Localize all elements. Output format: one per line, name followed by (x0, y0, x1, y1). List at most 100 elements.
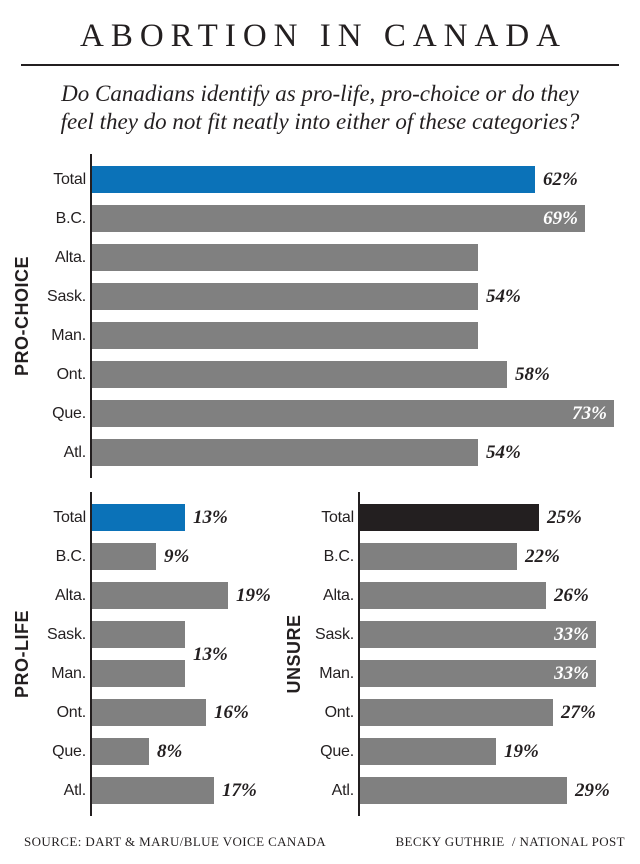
bar-zone (90, 244, 640, 272)
value-label: 19% (236, 585, 271, 607)
bar (92, 504, 185, 532)
category-label: Atl. (63, 781, 87, 799)
chart-row: Total 62% (0, 160, 640, 199)
bar-zone: 17% (90, 777, 310, 805)
value-label: 54% (486, 442, 521, 464)
chart-row: Atl. 54% (0, 433, 640, 472)
category-label: Que. (320, 742, 354, 760)
bar-zone: 13% (90, 504, 310, 532)
value-label: 73% (572, 403, 607, 425)
bar (92, 166, 535, 194)
chart-row: Atl. 17% (0, 771, 310, 810)
category-label: Ont. (324, 703, 355, 721)
category-label: Que. (52, 404, 86, 422)
bar (92, 660, 185, 688)
bar-zone: 62% (90, 166, 640, 194)
chart-row: Ont. 58% (0, 355, 640, 394)
value-label: 33% (554, 624, 589, 646)
chart-unsure: UNSURE Total 25% B.C. 22% Alta. 26% Sask. 33% Ma… (284, 492, 640, 817)
bar: 73% (92, 400, 614, 428)
category-label: Sask. (314, 625, 354, 643)
bar-zone: 58% (90, 361, 640, 389)
bar-zone: 9% (90, 543, 310, 571)
value-label: 19% (504, 741, 539, 763)
chart-row: B.C. 69% (0, 199, 640, 238)
bar (360, 699, 553, 727)
value-label: 27% (561, 702, 596, 724)
category-label: B.C. (55, 547, 87, 565)
bar (92, 699, 206, 727)
bar: 33% (360, 660, 596, 688)
chart-row: Alta. 26% (310, 576, 640, 615)
chart-row: Sask. 33% (310, 615, 640, 654)
category-label: Total (53, 170, 86, 188)
bar (92, 777, 214, 805)
bar-zone: 54% (90, 283, 640, 311)
chart-row: Ont. 16% (0, 693, 310, 732)
value-label: 69% (543, 208, 578, 230)
chart-row: Atl. 29% (310, 771, 640, 810)
chart-row: Ont. 27% (310, 693, 640, 732)
value-label: 25% (547, 507, 582, 529)
category-label: Man. (51, 664, 86, 682)
bar (92, 738, 149, 766)
value-label: 16% (214, 702, 249, 724)
category-label: Total (321, 508, 354, 526)
author-credit: BECKY GUTHRIE / NATIONAL POST (395, 834, 625, 850)
bar-zone: 22% (358, 543, 640, 571)
bar-zone: 8% (90, 738, 310, 766)
bar (92, 361, 507, 389)
bar (92, 283, 478, 311)
chart-row: Man. (0, 316, 640, 355)
bar (360, 738, 496, 766)
category-label: Alta. (54, 248, 86, 266)
bar-zone: 29% (358, 777, 640, 805)
group-label-unsure: UNSURE (284, 614, 304, 694)
y-axis-line (358, 492, 360, 817)
bar-zone: 13% (90, 621, 310, 664)
chart-row: Que. 19% (310, 732, 640, 771)
value-label: 13% (193, 644, 228, 666)
bar (92, 582, 228, 610)
bar (92, 439, 478, 467)
bar-zone: 54% (90, 439, 640, 467)
chart-pro-choice: PRO-CHOICE Total 62% B.C. 69% Alta. Sask. 54% M… (0, 154, 640, 479)
bar (92, 543, 156, 571)
bar-zone (90, 322, 640, 350)
chart-row: Man. (0, 654, 310, 693)
bar-zone: 69% (90, 205, 640, 233)
category-label: Ont. (56, 365, 87, 383)
bar (92, 244, 478, 272)
y-axis-line (90, 492, 92, 817)
category-label: Man. (51, 326, 86, 344)
subtitle-line-2: feel they do not fit neatly into either … (60, 109, 580, 135)
category-label: Que. (52, 742, 86, 760)
category-label: Total (53, 508, 86, 526)
chart-row: Total 13% (0, 498, 310, 537)
title-divider (21, 64, 619, 67)
category-label: Atl. (63, 443, 87, 461)
bar-zone: 26% (358, 582, 640, 610)
chart-row: Sask. 13% (0, 615, 310, 664)
bar-zone: 33% (358, 660, 640, 688)
category-label: Alta. (54, 586, 86, 604)
category-label: Ont. (56, 703, 87, 721)
category-label: B.C. (323, 547, 355, 565)
chart-rows: Total 62% B.C. 69% Alta. Sask. 54% Man. Ont. 58% Q… (0, 154, 640, 479)
chart-row: Que. 73% (0, 394, 640, 433)
chart-row: B.C. 9% (0, 537, 310, 576)
value-label: 33% (554, 663, 589, 685)
footer: SOURCE: DART & MARU/BLUE VOICE CANADA BE… (24, 834, 625, 850)
category-label: Alta. (322, 586, 354, 604)
subtitle: Do Canadians identify as pro-life, pro-c… (0, 80, 640, 136)
value-label: 29% (575, 780, 610, 802)
bar (360, 777, 567, 805)
value-label: 9% (164, 546, 190, 568)
chart-row: Man. 33% (310, 654, 640, 693)
value-label: 22% (525, 546, 560, 568)
value-label: 13% (193, 507, 228, 529)
chart-row: Que. 8% (0, 732, 310, 771)
category-label: Atl. (331, 781, 355, 799)
subtitle-line-1: Do Canadians identify as pro-life, pro-c… (61, 81, 579, 107)
bar (360, 504, 539, 532)
